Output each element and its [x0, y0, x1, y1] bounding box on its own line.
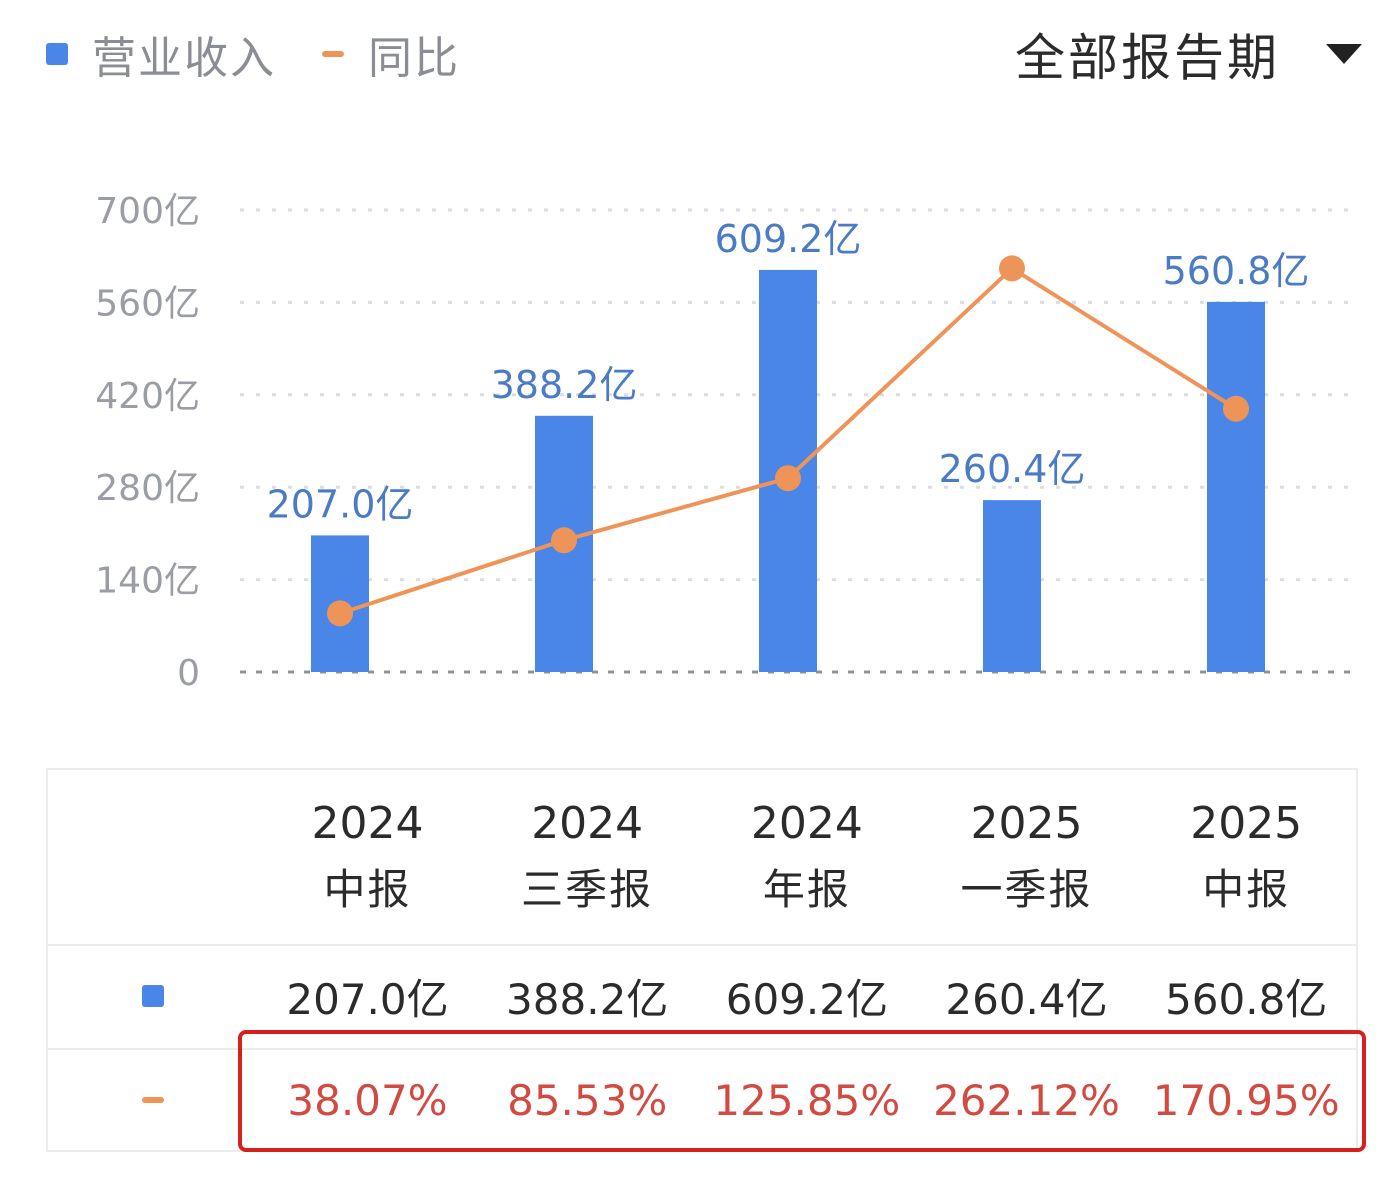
- period-year: 2025: [1190, 798, 1303, 849]
- bar-data-label: 609.2亿: [715, 217, 862, 261]
- revenue-value: 560.8亿: [1165, 974, 1328, 1024]
- y-tick-label: 560亿: [95, 283, 200, 324]
- bar-swatch-icon: [141, 985, 164, 1007]
- period-name: 中报: [323, 865, 412, 914]
- row-marker: [48, 944, 258, 1048]
- revenue-value: 388.2亿: [506, 974, 669, 1024]
- period-year: 2024: [531, 798, 644, 849]
- yoy-value: 170.95%: [1152, 1075, 1340, 1125]
- revenue-value: 260.4亿: [945, 974, 1108, 1024]
- revenue-cell: 388.2亿: [477, 944, 697, 1048]
- yoy-value: 38.07%: [287, 1075, 448, 1125]
- period-selector-dropdown[interactable]: 全部报告期: [1015, 22, 1362, 87]
- revenue-chart: 0 140亿 280亿 420亿 560亿 700亿 207.0亿 388.2亿 609.2亿…: [95, 191, 1360, 694]
- period-header: 2025 一季报: [917, 770, 1137, 944]
- data-table: 2024 中报 2024 三季报 2024 年报 2025 一季报 2025 中报 207…: [46, 768, 1358, 1152]
- y-tick-label: 420亿: [95, 376, 200, 417]
- chart-legend: 营业收入 同比: [46, 22, 506, 86]
- period-year: 2025: [970, 798, 1083, 849]
- table-row-revenue: 207.0亿 388.2亿 609.2亿 260.4亿 560.8亿: [48, 944, 1356, 1050]
- period-selector-label: 全部报告期: [1015, 29, 1280, 87]
- yoy-cell: 85.53%: [477, 1048, 697, 1152]
- yoy-point: [999, 255, 1025, 282]
- revenue-bar: [1207, 301, 1265, 672]
- yoy-value: 262.12%: [933, 1075, 1120, 1125]
- table-corner: [48, 770, 258, 944]
- period-header: 2024 中报: [258, 770, 478, 944]
- revenue-cell: 260.4亿: [917, 944, 1137, 1048]
- period-year: 2024: [311, 798, 424, 849]
- yoy-cell: 262.12%: [917, 1048, 1137, 1152]
- legend-label-revenue: 营业收入: [92, 33, 276, 84]
- table-header-row: 2024 中报 2024 三季报 2024 年报 2025 一季报 2025 中报: [48, 770, 1356, 946]
- caret-down-icon: [1326, 44, 1362, 64]
- revenue-cell: 609.2亿: [697, 944, 917, 1048]
- table-row-yoy: 38.07% 85.53% 125.85% 262.12% 170.95%: [48, 1048, 1356, 1152]
- line-swatch-icon: [141, 1097, 164, 1103]
- period-header: 2024 年报: [697, 770, 917, 944]
- y-tick-label: 0: [177, 653, 200, 694]
- period-header: 2025 中报: [1136, 770, 1356, 944]
- legend-label-yoy: 同比: [368, 33, 460, 84]
- period-name: 中报: [1202, 865, 1291, 914]
- period-name: 年报: [762, 865, 851, 914]
- yoy-point: [1223, 395, 1249, 422]
- bar-data-label: 388.2亿: [491, 363, 638, 407]
- revenue-value: 609.2亿: [725, 974, 888, 1024]
- yoy-value: 125.85%: [713, 1075, 901, 1125]
- y-tick-label: 700亿: [95, 191, 200, 232]
- yoy-cell: 125.85%: [697, 1048, 917, 1152]
- bar-data-label: 260.4亿: [939, 447, 1086, 491]
- period-name: 三季报: [521, 865, 654, 914]
- revenue-bar: [983, 500, 1041, 672]
- y-tick-label: 140亿: [95, 561, 200, 602]
- line-swatch-icon: [322, 51, 344, 57]
- revenue-value: 207.0亿: [286, 974, 449, 1024]
- yoy-cell: 170.95%: [1136, 1048, 1356, 1152]
- legend-item-revenue[interactable]: 营业收入: [46, 22, 276, 86]
- revenue-cell: 560.8亿: [1136, 944, 1356, 1048]
- y-tick-label: 280亿: [95, 468, 200, 509]
- bar-data-label: 207.0亿: [267, 482, 414, 526]
- period-name: 一季报: [960, 865, 1093, 914]
- yoy-point: [327, 600, 353, 627]
- legend-item-yoy[interactable]: 同比: [322, 22, 460, 86]
- bar-data-label: 560.8亿: [1163, 249, 1310, 293]
- period-header: 2024 三季报: [477, 770, 697, 944]
- revenue-cell: 207.0亿: [258, 944, 478, 1048]
- yoy-point: [551, 527, 577, 554]
- yoy-cell: 38.07%: [258, 1048, 478, 1152]
- bar-swatch-icon: [46, 43, 68, 65]
- yoy-point: [775, 465, 801, 492]
- row-marker: [48, 1048, 258, 1152]
- period-year: 2024: [750, 798, 863, 849]
- yoy-value: 85.53%: [507, 1075, 668, 1125]
